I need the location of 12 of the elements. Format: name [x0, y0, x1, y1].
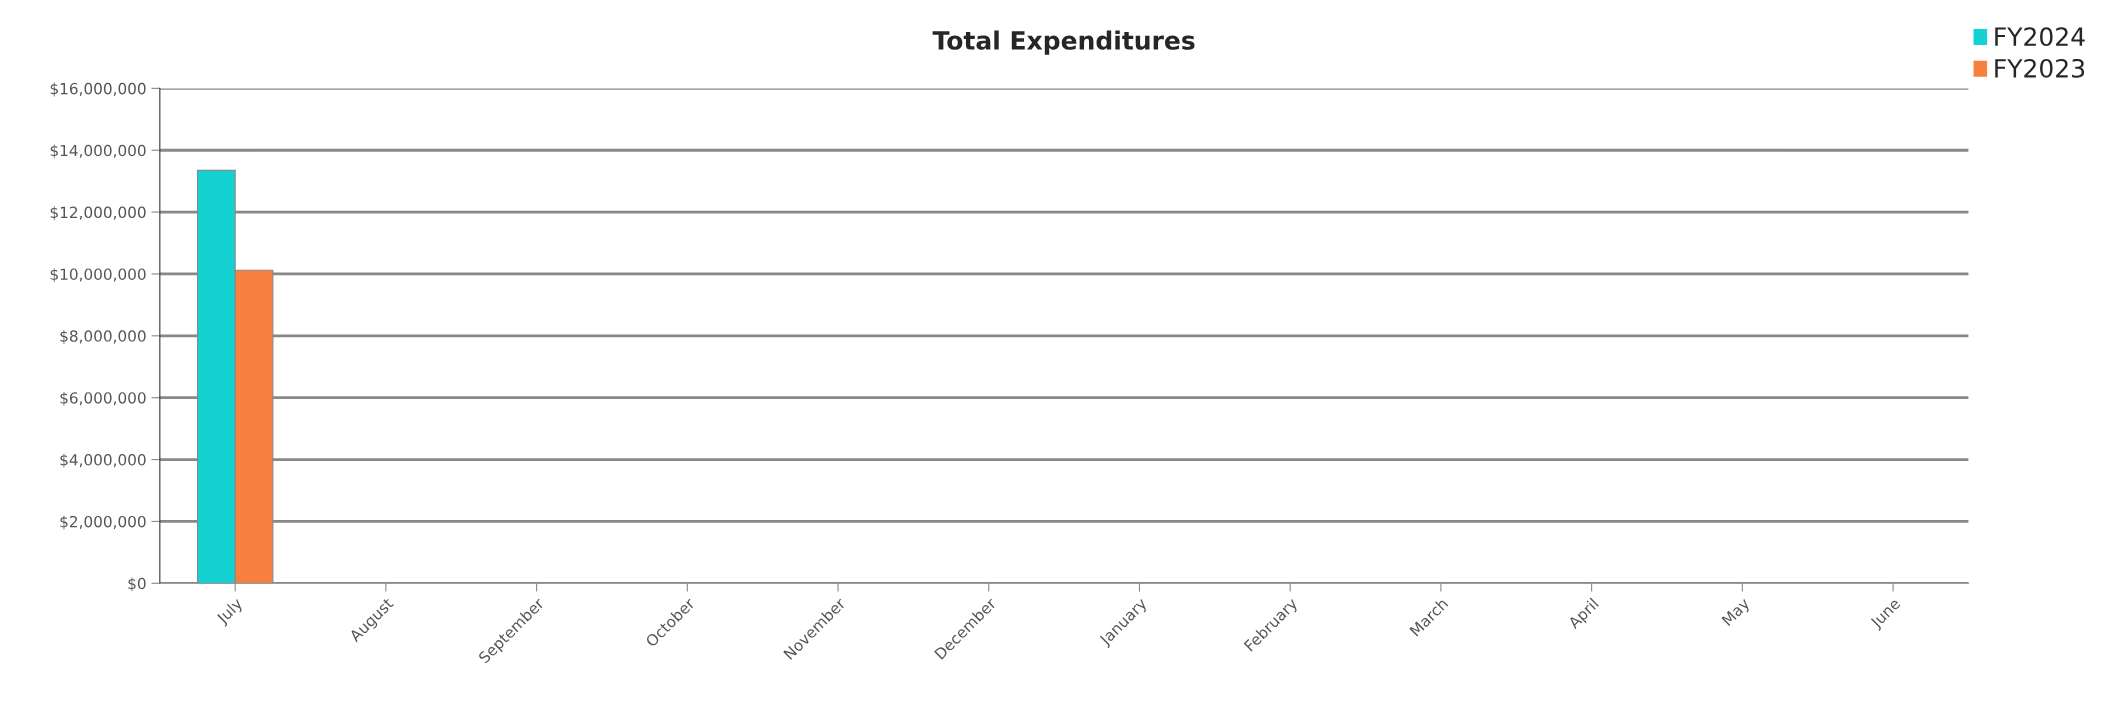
legend-label: FY2023 — [1995, 58, 2085, 78]
y-tick-label: $12,000,000 — [50, 206, 146, 221]
y-tick-label: $4,000,000 — [60, 453, 146, 468]
y-tick-label: $16,000,000 — [50, 82, 146, 97]
chart-title: Total Expenditures — [932, 30, 1195, 55]
y-tick-label: $10,000,000 — [50, 268, 146, 283]
y-tick-label: $2,000,000 — [60, 515, 146, 530]
y-tick-label: $8,000,000 — [60, 330, 146, 344]
y-tick-label: $14,000,000 — [50, 144, 146, 159]
y-tick-label: $6,000,000 — [60, 391, 146, 406]
y-tick-label: $0 — [128, 577, 146, 592]
legend-label: FY2024 — [1995, 27, 2085, 47]
